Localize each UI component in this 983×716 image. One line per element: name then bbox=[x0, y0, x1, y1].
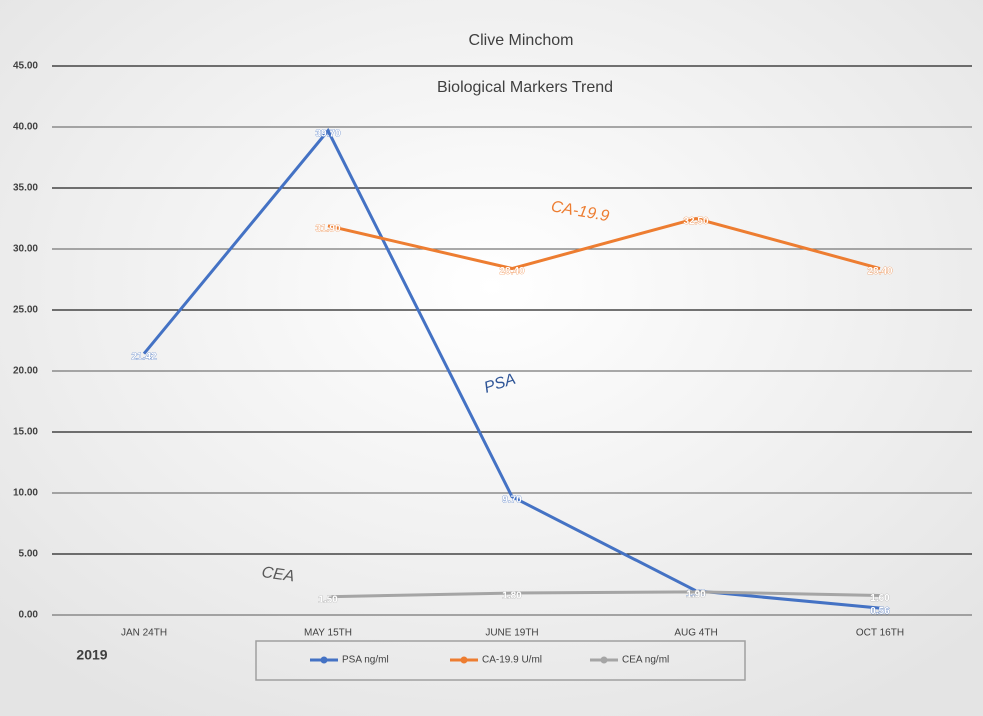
data-label: 1.98 bbox=[686, 588, 706, 599]
legend-marker bbox=[320, 656, 328, 664]
legend-label: CEA ng/ml bbox=[622, 655, 669, 666]
y-tick-label: 45.00 bbox=[13, 61, 38, 72]
data-label: 32.50 bbox=[683, 216, 708, 227]
data-label: 31.90 bbox=[315, 223, 340, 234]
annotation: CEA bbox=[261, 564, 296, 585]
data-label: 28.40 bbox=[499, 266, 524, 277]
data-label: 1.90 bbox=[686, 589, 706, 600]
y-tick-label: 20.00 bbox=[13, 366, 38, 377]
data-label: 39.70 bbox=[315, 128, 340, 139]
annotation: 2019 bbox=[76, 647, 107, 663]
chart-title: Clive Minchom bbox=[469, 32, 574, 49]
data-label: 1.50 bbox=[318, 594, 338, 605]
y-tick-label: 35.00 bbox=[13, 183, 38, 194]
data-label: 0.56 bbox=[870, 606, 890, 617]
data-label: 9.70 bbox=[502, 494, 522, 505]
legend-label: PSA ng/ml bbox=[342, 655, 389, 666]
x-tick-label: JAN 24TH bbox=[121, 628, 167, 639]
legend-box bbox=[255, 640, 746, 681]
data-label: 28.40 bbox=[867, 266, 892, 277]
y-tick-label: 40.00 bbox=[13, 122, 38, 133]
y-tick-label: 10.00 bbox=[13, 488, 38, 499]
series-line bbox=[142, 127, 881, 610]
y-tick-label: 5.00 bbox=[19, 549, 39, 560]
legend-marker bbox=[600, 656, 608, 664]
data-label: 1.80 bbox=[502, 591, 522, 602]
series-line bbox=[327, 216, 881, 271]
series-line bbox=[327, 590, 881, 599]
data-label: 21.42 bbox=[131, 351, 156, 362]
y-tick-label: 30.00 bbox=[13, 244, 38, 255]
legend-label: CA-19.9 U/ml bbox=[482, 655, 542, 666]
x-tick-label: OCT 16TH bbox=[856, 628, 904, 639]
y-tick-label: 0.00 bbox=[19, 610, 39, 621]
data-label: 1.60 bbox=[870, 593, 890, 604]
x-tick-label: AUG 4TH bbox=[674, 628, 717, 639]
x-tick-label: JUNE 19TH bbox=[485, 628, 538, 639]
legend-marker bbox=[460, 656, 468, 664]
chart-subtitle: Biological Markers Trend bbox=[437, 79, 613, 96]
y-tick-label: 15.00 bbox=[13, 427, 38, 438]
x-tick-label: MAY 15TH bbox=[304, 628, 352, 639]
y-tick-label: 25.00 bbox=[13, 305, 38, 316]
